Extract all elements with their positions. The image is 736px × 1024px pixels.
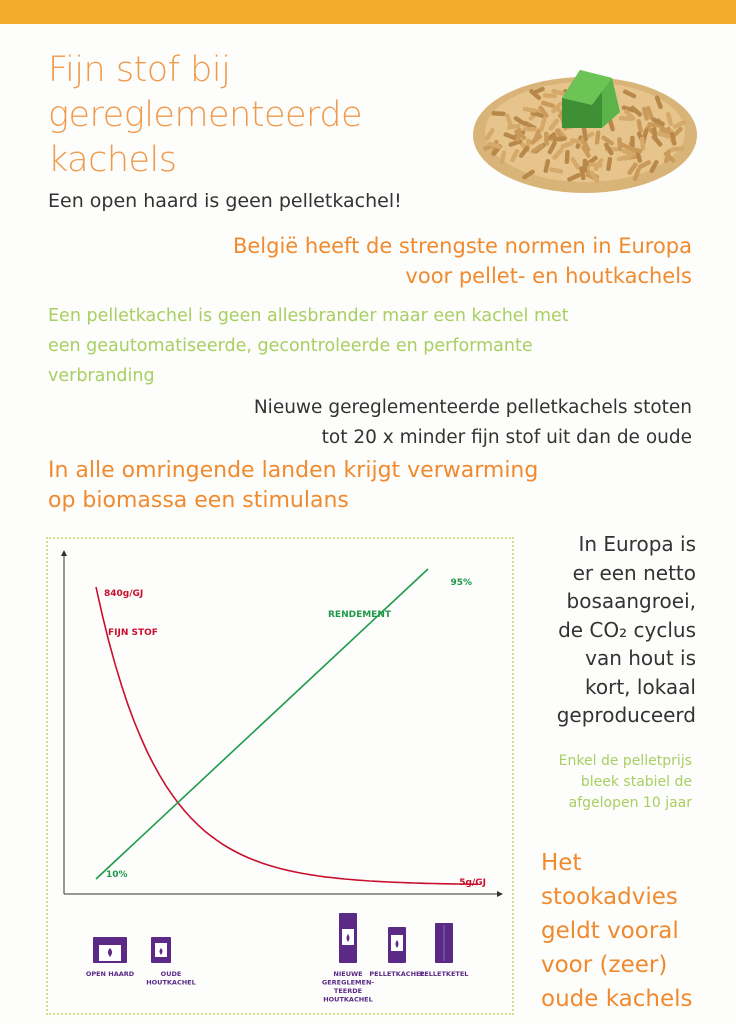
subtitle: Een open haard is geen pelletkachel! [48,190,402,212]
pellet-stove-icon [388,927,406,963]
paragraph-line: er een netto [572,560,696,585]
paragraph-line: tot 20 x minder fijn stof uit dan de oud… [321,427,692,448]
open-fireplace-icon [93,937,127,963]
fijn-stof-end-label: 5g/GJ [459,878,486,888]
paragraph-line: afgelopen 10 jaar [568,795,692,811]
new-wood-stove-icon [339,913,357,963]
paragraph-line: Het [541,850,582,876]
rendement-line [95,568,429,880]
icon-label: HOUTKACHEL [146,979,196,987]
fijn-stof-series-label: FIJN STOF [108,628,158,638]
paragraph-line: een geautomatiseerde, gecontroleerde en … [48,336,533,356]
top-accent-bar [0,0,736,24]
rendement-series-label: RENDEMENT [328,610,392,620]
paragraph-line: van hout is [585,646,696,670]
flame-icon [108,948,112,957]
paragraph-line: geproduceerd [556,703,696,727]
pellet-price-paragraph: Enkel de pelletprijs bleek stabiel de af… [492,751,692,814]
icon-label: PELLETKACHEL [369,970,424,978]
paragraph-line: bosaangroei, [566,589,696,613]
heading-line: voor pellet- en houtkachels [405,264,692,288]
icon-label: NIEUWE [333,970,362,978]
paragraph-line: kort, lokaal [585,674,696,699]
emission-efficiency-chart: 840g/GJ FIJN STOF 5g/GJ RENDEMENT 95% 10% OPE… [46,537,514,1015]
title-line: Fijn stof bij [48,50,231,90]
rendement-end-label: 95% [450,578,472,588]
flame-icon [159,948,163,955]
green-house-icon [562,70,620,128]
paragraph-line: geldt vooral [541,918,679,944]
icon-label: TEERDE [334,987,362,995]
pelletkachel-paragraph: Een pelletkachel is geen allesbrander ma… [48,301,628,391]
advice-paragraph: Het stookadvies geldt vooral voor (zeer)… [541,846,731,1016]
chart-canvas: 840g/GJ FIJN STOF 5g/GJ RENDEMENT 95% 10% OPE… [61,550,503,1004]
paragraph-line: Een pelletkachel is geen allesbrander ma… [48,306,569,326]
icon-label: OPEN HAARD [86,970,135,978]
europe-paragraph: In Europa is er een netto bosaangroei, d… [496,530,696,730]
fijn-stof-line [95,586,479,886]
biomass-heading: In alle omringende landen krijgt verwarm… [48,456,608,516]
flame-icon [395,940,399,948]
paragraph-line: de CO₂ cyclus [558,617,696,642]
paragraph-line: Enkel de pelletprijs [558,753,692,769]
paragraph-line: bleek stabiel de [580,774,692,790]
icon-label: HOUTKACHEL [323,996,373,1004]
flame-icon [346,934,350,942]
icon-label: PELLETKETEL [420,970,469,978]
new-stoves-paragraph: Nieuwe gereglementeerde pelletkachels st… [172,393,692,453]
heading-line: op biomassa een stimulans [48,488,349,513]
fijn-stof-start-label: 840g/GJ [104,589,143,599]
heading-line: In alle omringende landen krijgt verwarm… [48,458,539,483]
old-wood-stove-icon [151,937,171,963]
title-line: gereglementeerde [48,95,363,135]
belgium-heading: België heeft de strengste normen in Euro… [172,231,692,291]
title-line: kachels [48,140,177,180]
heading-line: België heeft de strengste normen in Euro… [232,234,692,258]
paragraph-line: verbranding [48,366,155,386]
rendement-start-label: 10% [106,870,128,880]
icon-label: GEREGLEMEN- [322,979,374,987]
paragraph-line: oude kachels [541,986,693,1012]
page-title: Fijn stof bij gereglementeerde kachels [48,48,448,183]
paragraph-line: In Europa is [578,532,696,556]
icon-label: OUDE [161,970,182,978]
pellet-boiler-icon [435,923,453,963]
paragraph-line: voor (zeer) [541,952,668,978]
wood-pellets-image [473,70,697,193]
paragraph-line: stookadvies [541,884,678,910]
paragraph-line: Nieuwe gereglementeerde pelletkachels st… [253,397,692,418]
